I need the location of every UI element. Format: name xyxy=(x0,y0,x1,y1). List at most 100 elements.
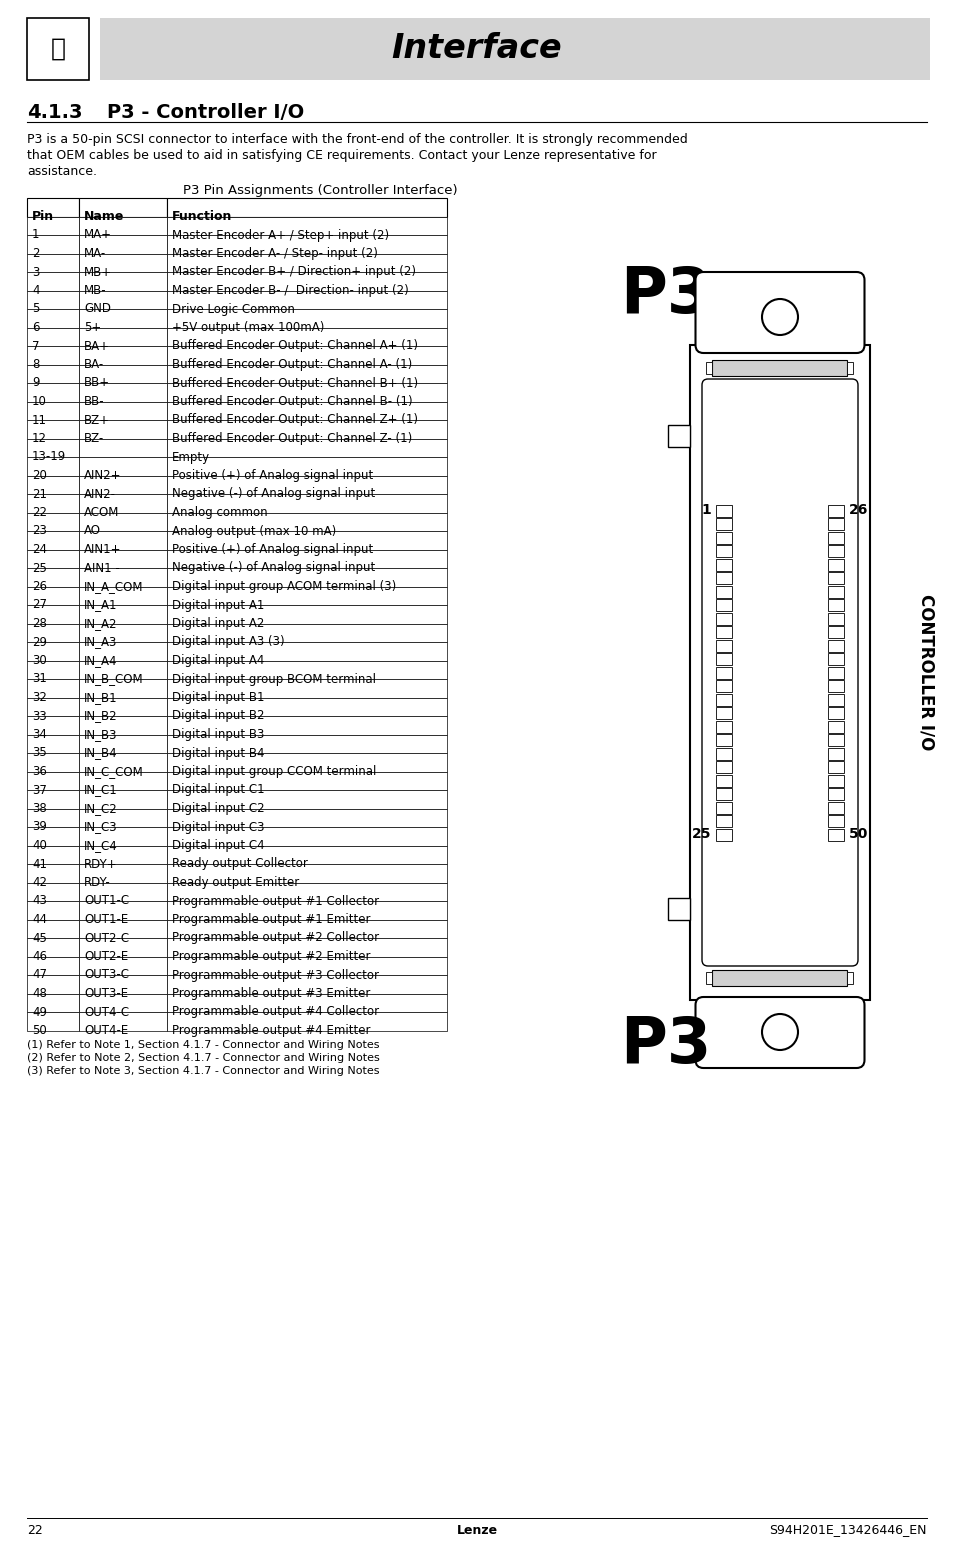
Bar xyxy=(827,762,843,772)
Bar xyxy=(167,569,447,587)
Bar xyxy=(27,624,79,643)
Text: MA+: MA+ xyxy=(84,229,112,241)
Text: IN_B2: IN_B2 xyxy=(84,709,117,723)
Text: 26: 26 xyxy=(32,579,47,593)
Bar xyxy=(27,439,79,457)
Bar xyxy=(716,748,731,760)
Bar xyxy=(167,771,447,789)
Bar xyxy=(79,864,167,882)
Text: Programmable output #3 Collector: Programmable output #3 Collector xyxy=(172,969,378,981)
Text: OUT2-C: OUT2-C xyxy=(84,932,129,944)
Text: IN_C2: IN_C2 xyxy=(84,802,117,816)
Text: 35: 35 xyxy=(32,746,47,760)
Bar xyxy=(79,697,167,715)
Bar xyxy=(667,898,689,919)
Bar xyxy=(716,762,731,772)
Text: Digital input A4: Digital input A4 xyxy=(172,654,264,667)
Text: IN_B1: IN_B1 xyxy=(84,691,117,705)
Text: IN_A_COM: IN_A_COM xyxy=(84,579,143,593)
Bar xyxy=(27,420,79,439)
Bar xyxy=(167,919,447,938)
Text: MB-: MB- xyxy=(84,284,107,297)
Text: Master Encoder A- / Step- input (2): Master Encoder A- / Step- input (2) xyxy=(172,247,377,260)
Bar xyxy=(167,624,447,643)
Text: Name: Name xyxy=(84,210,124,222)
Text: 8: 8 xyxy=(32,358,39,371)
Text: 28: 28 xyxy=(32,616,47,630)
Bar xyxy=(716,816,731,827)
Bar xyxy=(716,572,731,584)
Text: 7: 7 xyxy=(32,340,39,352)
Bar xyxy=(716,654,731,664)
Text: OUT4-E: OUT4-E xyxy=(84,1024,128,1037)
Bar xyxy=(167,365,447,383)
Bar xyxy=(167,476,447,494)
Text: Master Encoder A+ / Step+ input (2): Master Encoder A+ / Step+ input (2) xyxy=(172,229,389,241)
Bar xyxy=(167,606,447,624)
Bar xyxy=(27,235,79,253)
Bar xyxy=(827,802,843,814)
Bar xyxy=(79,993,167,1012)
Text: OUT3-C: OUT3-C xyxy=(84,969,129,981)
Text: 1: 1 xyxy=(700,504,710,518)
Text: Master Encoder B- /  Direction- input (2): Master Encoder B- / Direction- input (2) xyxy=(172,284,408,297)
Text: 39: 39 xyxy=(32,820,47,833)
Bar xyxy=(79,975,167,993)
Text: 50: 50 xyxy=(848,828,867,842)
Bar xyxy=(716,599,731,610)
Text: 47: 47 xyxy=(32,969,47,981)
Bar xyxy=(27,752,79,771)
Bar xyxy=(27,216,79,235)
Bar xyxy=(706,972,712,984)
Bar xyxy=(167,420,447,439)
Bar xyxy=(100,19,929,80)
Bar xyxy=(79,531,167,550)
Bar xyxy=(27,901,79,919)
Bar xyxy=(827,734,843,746)
Bar xyxy=(716,734,731,746)
Bar xyxy=(27,402,79,420)
FancyBboxPatch shape xyxy=(701,379,857,966)
Text: Buffered Encoder Output: Channel Z+ (1): Buffered Encoder Output: Channel Z+ (1) xyxy=(172,414,417,426)
Text: IN_C_COM: IN_C_COM xyxy=(84,765,144,779)
Bar xyxy=(827,828,843,840)
Text: Negative (-) of Analog signal input: Negative (-) of Analog signal input xyxy=(172,488,375,501)
Bar xyxy=(716,680,731,692)
Text: Ready output Emitter: Ready output Emitter xyxy=(172,876,299,888)
Bar xyxy=(167,216,447,235)
Text: Digital input A1: Digital input A1 xyxy=(172,598,264,612)
Bar xyxy=(27,919,79,938)
Bar xyxy=(27,569,79,587)
Text: 4.1.3: 4.1.3 xyxy=(27,102,82,122)
Bar xyxy=(79,328,167,346)
Bar xyxy=(167,198,447,216)
Bar xyxy=(827,666,843,678)
Bar xyxy=(27,346,79,365)
Text: Digital input group ACOM terminal (3): Digital input group ACOM terminal (3) xyxy=(172,579,395,593)
Bar xyxy=(827,816,843,827)
Bar xyxy=(167,882,447,901)
Bar xyxy=(79,919,167,938)
Bar xyxy=(27,19,89,80)
Bar xyxy=(27,697,79,715)
Text: P3 Pin Assignments (Controller Interface): P3 Pin Assignments (Controller Interface… xyxy=(182,184,456,198)
Text: Lenze: Lenze xyxy=(456,1523,497,1536)
Bar xyxy=(167,661,447,678)
Text: 23: 23 xyxy=(32,524,47,538)
Bar xyxy=(716,518,731,530)
Text: 44: 44 xyxy=(32,913,47,925)
Bar xyxy=(716,802,731,814)
Bar xyxy=(167,587,447,606)
Bar xyxy=(167,845,447,864)
Bar xyxy=(167,531,447,550)
Bar xyxy=(79,808,167,827)
Text: Interface: Interface xyxy=(392,32,561,65)
Bar xyxy=(167,383,447,402)
Text: Analog common: Analog common xyxy=(172,507,268,519)
Text: ACOM: ACOM xyxy=(84,507,119,519)
Text: 49: 49 xyxy=(32,1006,47,1018)
Bar xyxy=(827,680,843,692)
Text: MA-: MA- xyxy=(84,247,106,260)
Text: IN_C1: IN_C1 xyxy=(84,783,117,797)
Bar xyxy=(827,788,843,800)
